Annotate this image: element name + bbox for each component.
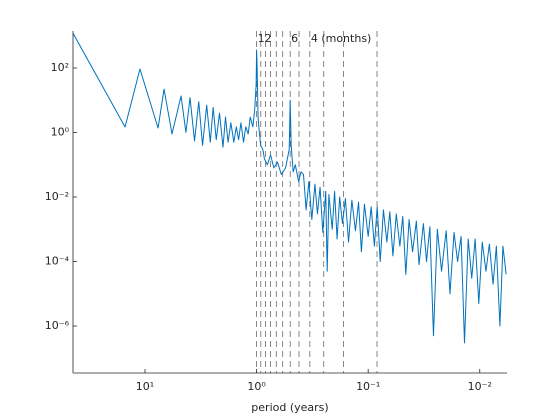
x-axis-label: period (years) [251,401,328,414]
x-tick-label: 10⁻¹ [356,380,380,393]
x-tick-label: 10¹ [136,380,154,393]
x-tick-label: 10⁻² [468,380,492,393]
y-tick-label: 10² [51,61,69,74]
y-tick-label: 10⁰ [51,125,70,138]
annotation: 4 (months) [311,32,372,45]
y-tick-label: 10⁻⁴ [45,255,70,268]
annotation: 6 [291,32,298,45]
y-tick-label: 10⁻⁶ [45,319,70,332]
annotation: 12 [258,32,272,45]
series-line [73,32,507,344]
x-tick-label: 10⁰ [247,380,266,393]
y-tick-label: 10⁻² [45,190,69,203]
